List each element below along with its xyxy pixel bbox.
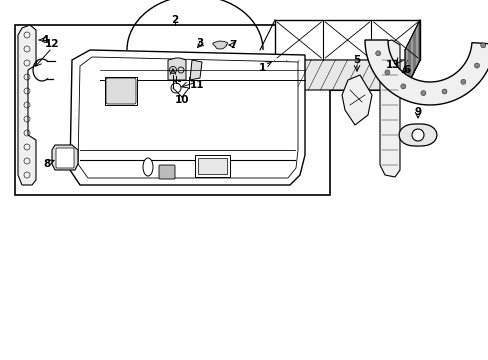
Circle shape xyxy=(441,89,446,94)
FancyBboxPatch shape xyxy=(159,165,175,179)
Polygon shape xyxy=(212,41,227,49)
Circle shape xyxy=(473,63,479,68)
Polygon shape xyxy=(398,124,436,146)
Polygon shape xyxy=(341,75,371,125)
Circle shape xyxy=(411,129,423,141)
Text: 2: 2 xyxy=(171,15,178,25)
Text: 10: 10 xyxy=(174,95,189,105)
FancyBboxPatch shape xyxy=(198,158,226,174)
FancyBboxPatch shape xyxy=(15,25,329,195)
Polygon shape xyxy=(70,50,305,185)
Text: 8: 8 xyxy=(43,159,51,169)
FancyBboxPatch shape xyxy=(56,148,74,168)
Text: 5: 5 xyxy=(353,55,360,65)
Polygon shape xyxy=(260,50,404,90)
Polygon shape xyxy=(404,20,419,90)
Polygon shape xyxy=(18,25,36,185)
Text: 1: 1 xyxy=(258,63,265,73)
Polygon shape xyxy=(364,40,488,105)
Text: 12: 12 xyxy=(45,39,59,49)
Circle shape xyxy=(375,51,380,56)
Text: 13: 13 xyxy=(385,60,400,70)
FancyBboxPatch shape xyxy=(106,78,136,104)
Text: 3: 3 xyxy=(196,38,203,48)
Polygon shape xyxy=(274,20,419,60)
Text: 7: 7 xyxy=(229,40,236,50)
Polygon shape xyxy=(260,60,419,90)
FancyBboxPatch shape xyxy=(105,77,137,105)
Text: 11: 11 xyxy=(189,80,204,90)
Text: 9: 9 xyxy=(414,107,421,117)
Text: 4: 4 xyxy=(41,35,49,45)
Polygon shape xyxy=(52,145,78,170)
Circle shape xyxy=(420,91,425,96)
Polygon shape xyxy=(379,40,399,177)
Polygon shape xyxy=(168,58,185,80)
Circle shape xyxy=(400,84,405,89)
Ellipse shape xyxy=(142,158,153,176)
Circle shape xyxy=(480,43,485,48)
Polygon shape xyxy=(78,57,297,178)
Circle shape xyxy=(460,79,465,84)
Circle shape xyxy=(384,70,389,75)
Text: 6: 6 xyxy=(403,65,410,75)
FancyBboxPatch shape xyxy=(195,155,229,177)
Polygon shape xyxy=(190,60,202,80)
